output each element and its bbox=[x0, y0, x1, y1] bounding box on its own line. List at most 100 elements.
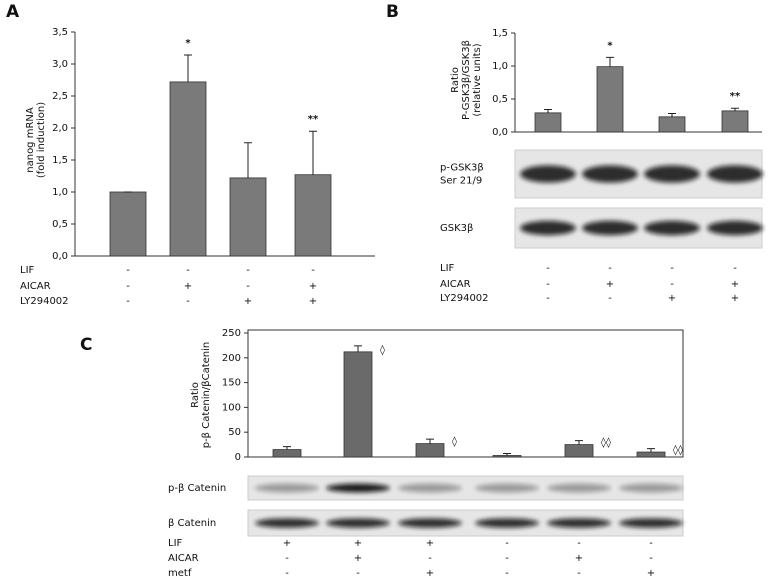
treatment-mark: - bbox=[505, 538, 509, 549]
bar bbox=[294, 174, 332, 257]
treatment-mark: - bbox=[186, 265, 190, 276]
blot-band bbox=[475, 483, 539, 493]
treatment-name: LIF bbox=[440, 263, 455, 274]
blot-band bbox=[707, 220, 763, 236]
y-axis-label: p-β Catenin/βCatenin bbox=[201, 342, 212, 449]
treatment-mark: + bbox=[606, 279, 614, 290]
treatment-mark: + bbox=[575, 553, 583, 564]
treatment-mark: + bbox=[354, 553, 362, 564]
bar bbox=[492, 455, 522, 458]
y-tick-label: 250 bbox=[222, 328, 241, 339]
y-tick-label: 200 bbox=[222, 353, 241, 364]
y-tick-label: 1,0 bbox=[492, 61, 508, 72]
treatment-mark: - bbox=[428, 553, 432, 564]
treatment-mark: - bbox=[311, 265, 315, 276]
treatment-mark: + bbox=[244, 296, 252, 307]
treatment-mark: + bbox=[647, 568, 655, 579]
significance-marker: ◊◊ bbox=[601, 437, 611, 449]
treatment-name: AICAR bbox=[168, 553, 199, 564]
y-tick-label: 0 bbox=[235, 452, 241, 463]
treatment-name: LIF bbox=[20, 265, 35, 276]
blot-label: p-β Catenin bbox=[168, 483, 226, 494]
y-tick-label: 3,0 bbox=[52, 59, 68, 70]
significance-marker: ◊ bbox=[452, 436, 457, 448]
blot-band bbox=[475, 518, 539, 528]
y-tick-label: 0,0 bbox=[52, 251, 68, 262]
treatment-mark: - bbox=[285, 553, 289, 564]
treatment-mark: - bbox=[126, 281, 130, 292]
blot-band bbox=[255, 518, 319, 528]
treatment-mark: - bbox=[246, 265, 250, 276]
treatment-mark: - bbox=[608, 293, 612, 304]
y-axis-label: (fold induction) bbox=[36, 102, 47, 178]
y-tick-label: 3,5 bbox=[52, 27, 68, 38]
blot-band bbox=[326, 483, 390, 493]
blot-band bbox=[520, 165, 576, 183]
blot-label: GSK3β bbox=[440, 223, 473, 234]
error-bar bbox=[283, 446, 291, 450]
bar bbox=[534, 112, 562, 133]
treatment-mark: + bbox=[731, 279, 739, 290]
error-bar bbox=[544, 109, 552, 113]
treatment-mark: + bbox=[354, 538, 362, 549]
blot-band bbox=[547, 483, 611, 493]
blot-band bbox=[547, 518, 611, 528]
y-axis-label: nanog mRNA bbox=[25, 107, 36, 173]
y-tick-label: 0,5 bbox=[492, 94, 508, 105]
treatment-mark: + bbox=[426, 568, 434, 579]
error-bar bbox=[668, 113, 676, 117]
y-axis-label: (relative units) bbox=[472, 43, 483, 116]
treatment-mark: - bbox=[546, 263, 550, 274]
significance-marker: ◊◊ bbox=[673, 444, 683, 456]
y-tick-label: 0,5 bbox=[52, 219, 68, 230]
treatment-mark: - bbox=[649, 553, 653, 564]
error-bar bbox=[503, 453, 511, 456]
bar bbox=[564, 444, 594, 458]
error-bar bbox=[426, 438, 434, 444]
plot-frame bbox=[247, 329, 684, 458]
y-tick-label: 2,0 bbox=[52, 123, 68, 134]
bar bbox=[272, 449, 302, 458]
treatment-name: metf bbox=[168, 568, 192, 579]
y-tick-label: 1,5 bbox=[492, 28, 508, 39]
treatment-name: AICAR bbox=[440, 279, 471, 290]
bar bbox=[169, 81, 207, 257]
treatment-mark: - bbox=[649, 538, 653, 549]
treatment-mark: - bbox=[285, 568, 289, 579]
blot-label: Ser 21/9 bbox=[440, 176, 482, 187]
error-bar bbox=[309, 130, 317, 175]
blot-label: β Catenin bbox=[168, 518, 216, 529]
treatment-mark: - bbox=[246, 281, 250, 292]
y-tick-label: 0,0 bbox=[492, 127, 508, 138]
blot-band bbox=[644, 165, 700, 183]
y-tick-label: 50 bbox=[228, 427, 241, 438]
blot-band bbox=[520, 220, 576, 236]
error-bar bbox=[731, 107, 739, 111]
bar bbox=[596, 66, 624, 133]
blot-band bbox=[255, 483, 319, 493]
treatment-mark: - bbox=[126, 265, 130, 276]
treatment-mark: - bbox=[577, 538, 581, 549]
significance-marker: * bbox=[607, 40, 613, 51]
blot-band bbox=[619, 518, 683, 528]
y-axis-label: Ratio bbox=[190, 382, 201, 408]
blot-background bbox=[247, 475, 684, 501]
treatment-mark: + bbox=[184, 281, 192, 292]
treatment-mark: - bbox=[505, 553, 509, 564]
error-bar bbox=[354, 345, 362, 352]
significance-marker: ** bbox=[730, 91, 741, 102]
bar bbox=[109, 191, 147, 257]
treatment-mark: - bbox=[546, 279, 550, 290]
blot-band bbox=[326, 518, 390, 528]
blot-band bbox=[398, 518, 462, 528]
treatment-name: AICAR bbox=[20, 281, 51, 292]
treatment-name: LIF bbox=[168, 538, 183, 549]
bar bbox=[636, 451, 666, 458]
bar bbox=[415, 443, 445, 458]
error-bar bbox=[647, 448, 655, 453]
treatment-mark: - bbox=[608, 263, 612, 274]
error-bar bbox=[184, 54, 192, 82]
y-tick-label: 2,5 bbox=[52, 91, 68, 102]
blot-band bbox=[707, 165, 763, 183]
treatment-mark: - bbox=[670, 263, 674, 274]
